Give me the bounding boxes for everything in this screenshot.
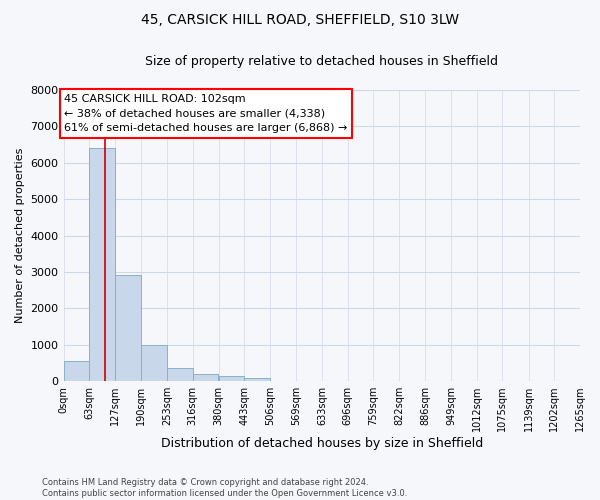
Bar — [218, 376, 244, 381]
Y-axis label: Number of detached properties: Number of detached properties — [15, 148, 25, 323]
Bar — [193, 374, 218, 381]
Bar — [64, 360, 89, 381]
X-axis label: Distribution of detached houses by size in Sheffield: Distribution of detached houses by size … — [161, 437, 483, 450]
Bar — [115, 275, 141, 381]
Text: 45 CARSICK HILL ROAD: 102sqm
← 38% of detached houses are smaller (4,338)
61% of: 45 CARSICK HILL ROAD: 102sqm ← 38% of de… — [64, 94, 348, 133]
Bar — [244, 378, 270, 381]
Text: Contains HM Land Registry data © Crown copyright and database right 2024.
Contai: Contains HM Land Registry data © Crown c… — [42, 478, 407, 498]
Bar — [141, 346, 167, 381]
Text: 45, CARSICK HILL ROAD, SHEFFIELD, S10 3LW: 45, CARSICK HILL ROAD, SHEFFIELD, S10 3L… — [141, 12, 459, 26]
Title: Size of property relative to detached houses in Sheffield: Size of property relative to detached ho… — [145, 55, 498, 68]
Bar — [89, 148, 115, 381]
Bar — [167, 368, 193, 381]
